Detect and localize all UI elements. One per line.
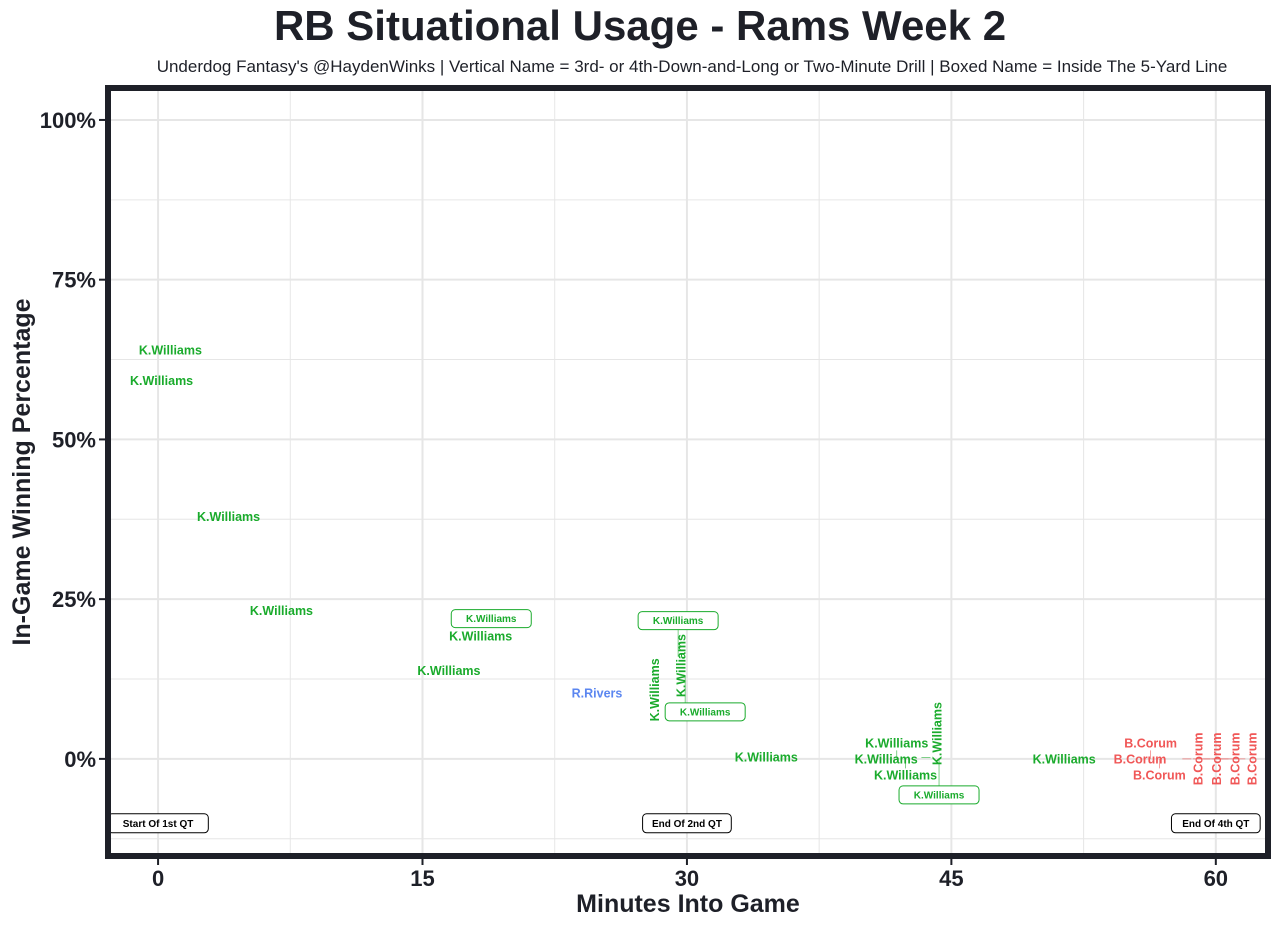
player-label: K.Williams <box>197 510 260 524</box>
player-label-group: K.Williams <box>1033 752 1096 766</box>
player-label-group: K.Williams <box>450 609 532 629</box>
player-label: K.Williams <box>865 736 928 750</box>
player-label-group: K.Williams <box>874 768 937 782</box>
x-axis-label: Minutes Into Game <box>576 890 800 918</box>
boxed-label-frame <box>664 702 746 722</box>
player-label: K.Williams <box>874 768 937 782</box>
vertical-player-label: K.Williams <box>930 702 944 765</box>
player-label-group: B.Corum <box>1114 752 1167 766</box>
player-label: K.Williams <box>130 374 193 388</box>
player-label-group: K.Williams <box>449 630 512 644</box>
quarter-marker: End Of 4th QT <box>1170 813 1261 834</box>
boxed-player-label: K.Williams <box>466 614 517 625</box>
player-label-group: K.Williams <box>930 702 944 765</box>
quarter-marker-frame <box>642 813 732 834</box>
y-tick-label: 0% <box>64 747 96 772</box>
boxed-player-label: K.Williams <box>914 790 965 801</box>
y-tick-label: 75% <box>52 268 96 293</box>
player-label: K.Williams <box>250 604 313 618</box>
player-label-group: K.Williams <box>675 634 689 697</box>
boxed-label-frame <box>898 785 980 805</box>
player-label: R.Rivers <box>572 687 623 701</box>
vertical-player-label: K.Williams <box>675 634 689 697</box>
player-label: K.Williams <box>735 750 798 764</box>
player-label-group: K.Williams <box>664 702 746 722</box>
x-tick-label: 0 <box>152 866 164 891</box>
player-label: K.Williams <box>139 343 202 357</box>
y-tick-label: 100% <box>40 108 96 133</box>
quarter-marker: Start Of 1st QT <box>107 813 209 834</box>
boxed-player-label: K.Williams <box>680 707 731 718</box>
vertical-player-label: K.Williams <box>648 658 662 721</box>
vertical-player-label: B.Corum <box>1228 732 1242 785</box>
quarter-marker-frame <box>1170 813 1261 834</box>
player-label-group: K.Williams <box>637 611 719 631</box>
boxed-label-frame <box>450 609 532 629</box>
player-label-group: K.Williams <box>855 752 918 766</box>
player-label: B.Corum <box>1114 752 1167 766</box>
player-label-group: K.Williams <box>130 374 193 388</box>
player-label: B.Corum <box>1124 736 1177 750</box>
chart-title: RB Situational Usage - Rams Week 2 <box>273 2 1007 49</box>
boxed-label-frame <box>637 611 719 631</box>
player-label: B.Corum <box>1133 768 1186 782</box>
player-label-group: K.Williams <box>417 664 480 678</box>
quarter-marker-label: Start Of 1st QT <box>123 819 194 830</box>
x-tick-label: 60 <box>1204 866 1228 891</box>
player-label-group: B.Corum <box>1133 768 1186 782</box>
quarter-marker: End Of 2nd QT <box>642 813 732 834</box>
x-tick-label: 45 <box>939 866 963 891</box>
player-label-group: K.Williams <box>197 510 260 524</box>
player-label-group: K.Williams <box>250 604 313 618</box>
label-leader-lines <box>677 629 1246 786</box>
y-axis-label: In-Game Winning Percentage <box>8 298 36 645</box>
boxed-player-label: K.Williams <box>653 616 704 627</box>
player-label: K.Williams <box>1033 752 1096 766</box>
vertical-player-label: B.Corum <box>1210 732 1224 785</box>
player-label-group: K.Williams <box>898 785 980 805</box>
player-label-group: B.Corum <box>1210 732 1224 785</box>
y-tick-label: 25% <box>52 587 96 612</box>
player-label-group: B.Corum <box>1245 732 1259 785</box>
player-label: K.Williams <box>417 664 480 678</box>
player-label-group: B.Corum <box>1191 732 1205 785</box>
player-label-group: R.Rivers <box>572 687 623 701</box>
player-label-group: B.Corum <box>1228 732 1242 785</box>
player-label-group: K.Williams <box>648 658 662 721</box>
gridlines <box>108 88 1268 856</box>
vertical-player-label: B.Corum <box>1245 732 1259 785</box>
plot-frame <box>105 85 1271 859</box>
x-tick-label: 30 <box>675 866 699 891</box>
data-labels: K.WilliamsK.WilliamsK.WilliamsK.Williams… <box>130 343 1259 805</box>
x-tick-label: 15 <box>410 866 434 891</box>
vertical-player-label: B.Corum <box>1191 732 1205 785</box>
quarter-annotations: Start Of 1st QT End Of 2nd QT End Of 4th Q… <box>107 813 1261 834</box>
player-label-group: K.Williams <box>865 736 928 750</box>
quarter-marker-label: End Of 2nd QT <box>652 819 722 830</box>
player-label-group: B.Corum <box>1124 736 1177 750</box>
player-label-group: K.Williams <box>139 343 202 357</box>
player-label-group: K.Williams <box>735 750 798 764</box>
quarter-marker-label: End Of 4th QT <box>1182 819 1249 830</box>
axes: 0 15 30 45 60 0% 25% 50% 75% 100% <box>40 108 1228 891</box>
player-label: K.Williams <box>449 630 512 644</box>
player-label: K.Williams <box>855 752 918 766</box>
chart-subtitle: Underdog Fantasy's @HaydenWinks | Vertic… <box>156 57 1228 76</box>
y-tick-label: 50% <box>52 427 96 452</box>
